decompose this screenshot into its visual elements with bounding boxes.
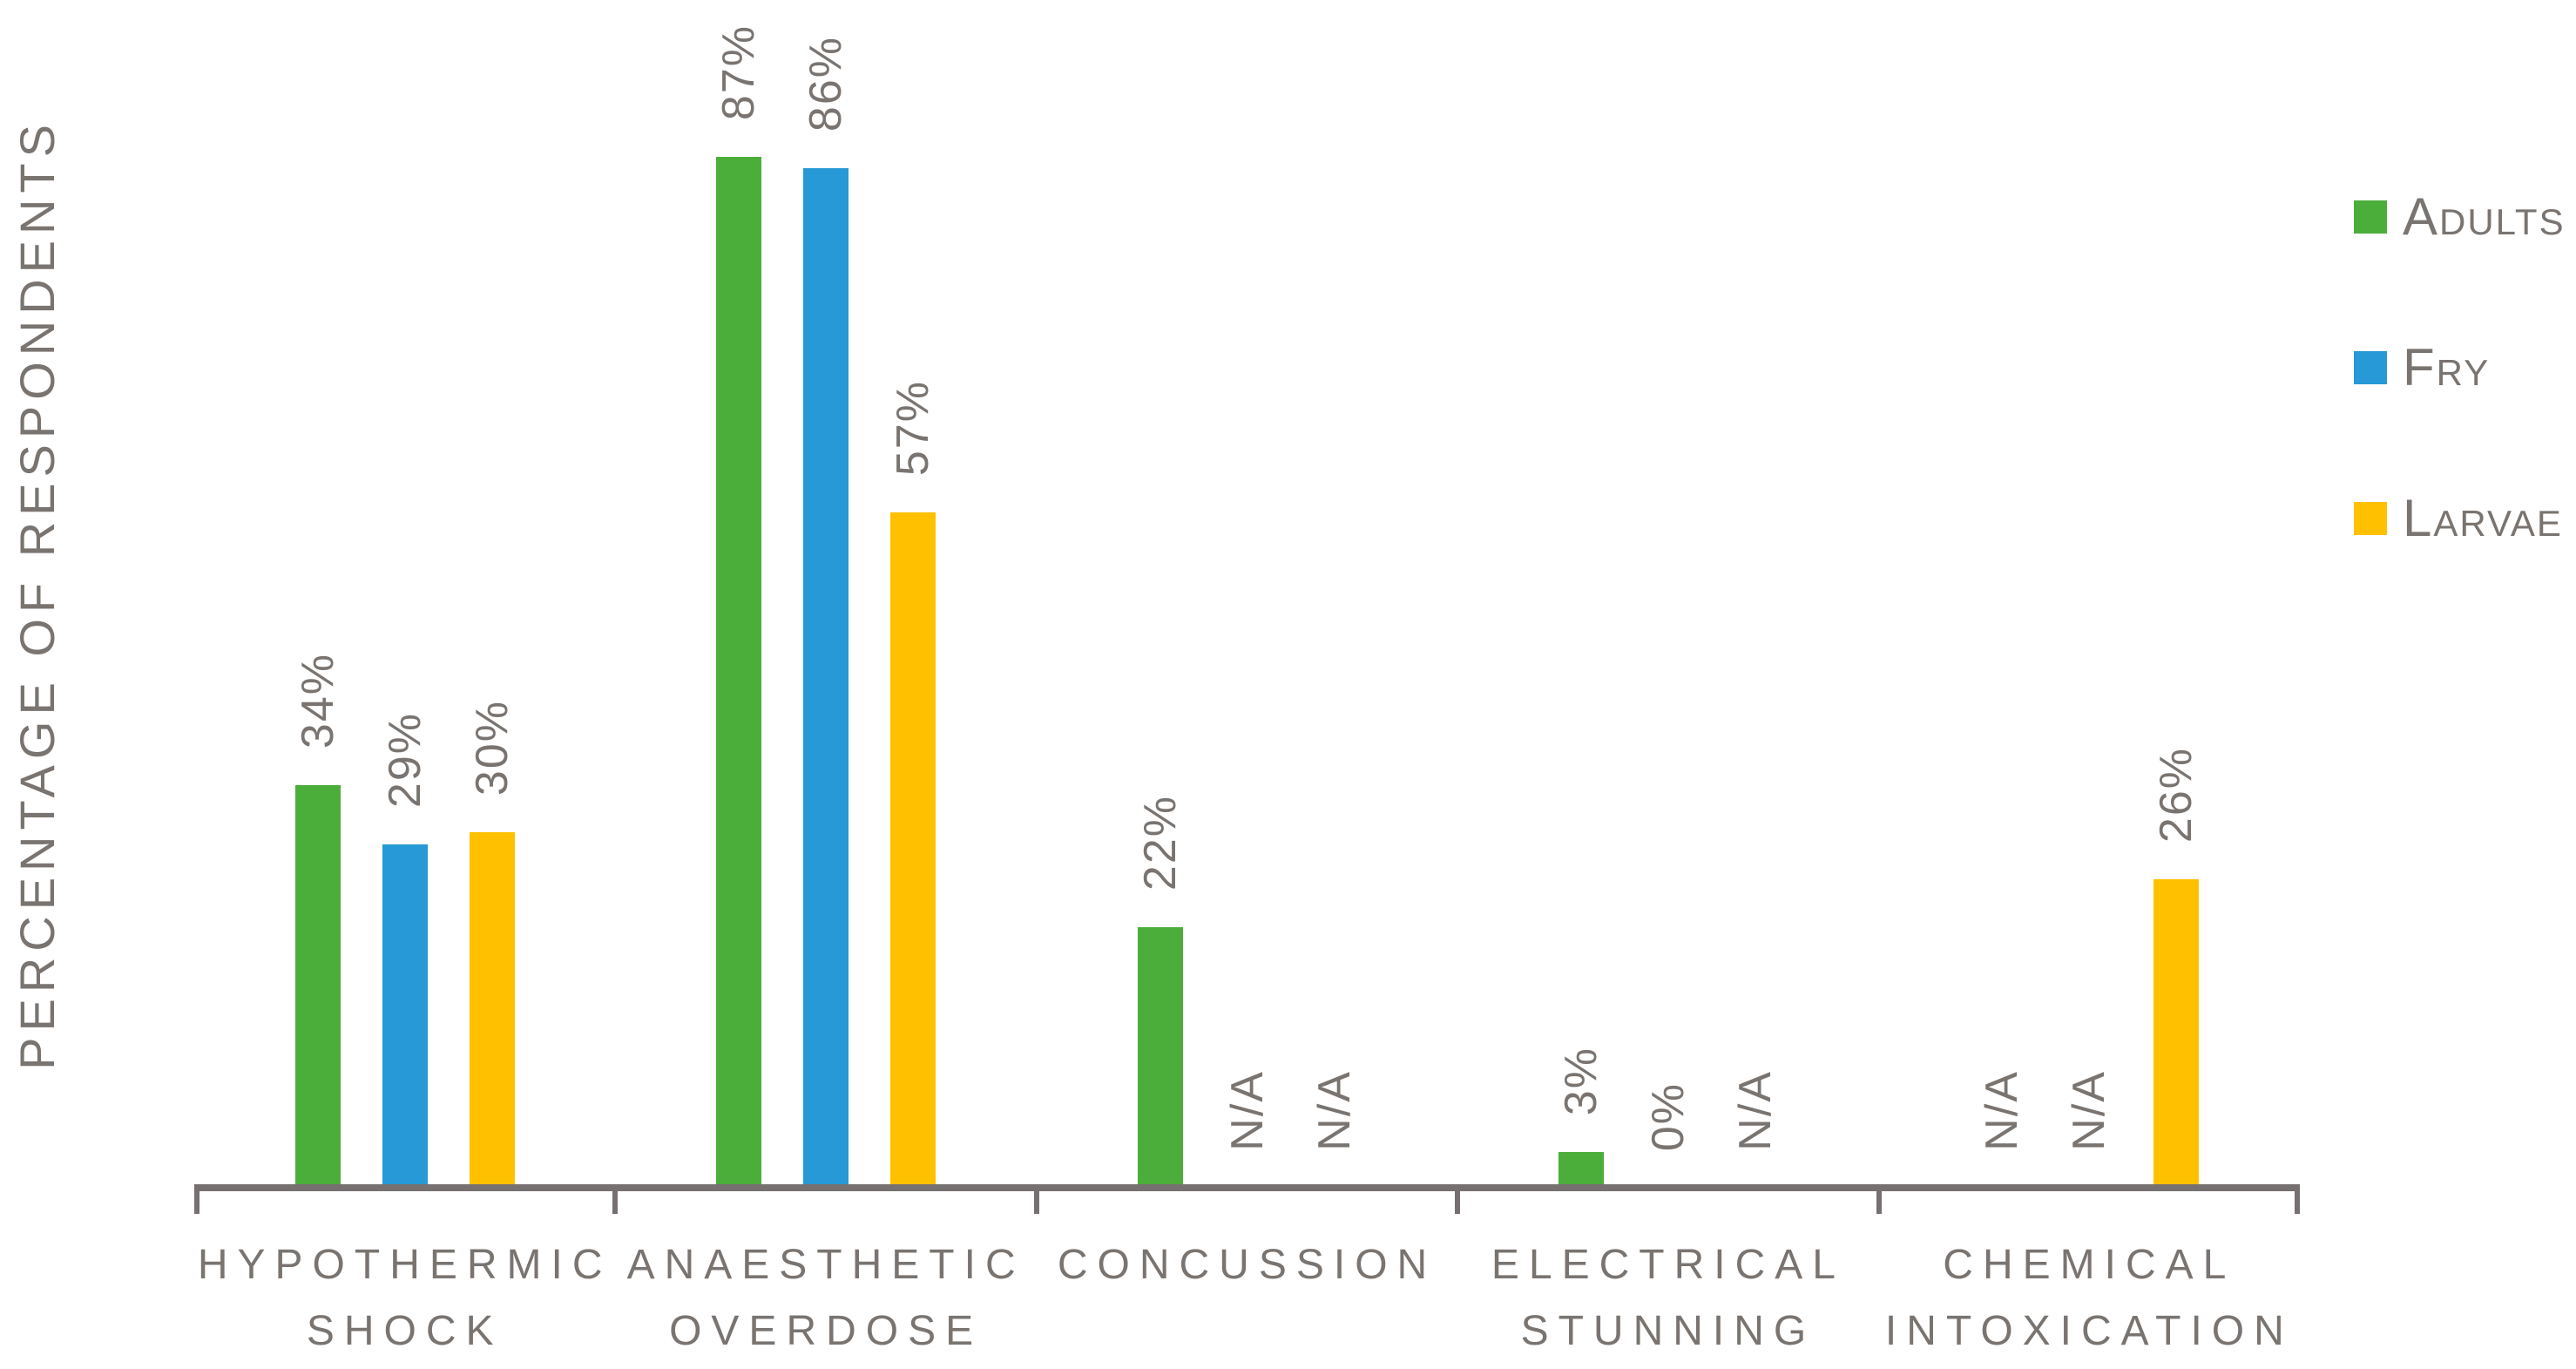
category-label-line: STUNNING [1520, 1308, 1816, 1354]
bar-fry [803, 168, 849, 1188]
category-label-line: SHOCK [306, 1308, 504, 1354]
legend-item-fry: Fry [2354, 337, 2566, 397]
bar-slot: N/A [1222, 0, 1273, 1188]
bar-value-label: 34% [292, 652, 343, 749]
legend: Adults Fry Larvae [2354, 186, 2566, 548]
bar-group-4: 3% 0% N/A [1457, 0, 1878, 1188]
legend-swatch [2354, 501, 2387, 535]
bar-group-2: 87% 86% 57% [615, 0, 1036, 1188]
bar-slot: N/A [1977, 0, 2028, 1188]
bar-adults [716, 156, 762, 1188]
x-axis-line [194, 1184, 2300, 1214]
bar-value-label: 87% [713, 24, 765, 120]
bar-value-label: 0% [1642, 1081, 1694, 1151]
bar-adults [294, 784, 341, 1188]
legend-label: Larvae [2403, 489, 2563, 547]
axis-tick [1455, 1191, 1461, 1214]
bar-adults [1137, 926, 1183, 1188]
bar-value-label: 3% [1555, 1047, 1606, 1116]
axis-tick [2295, 1191, 2300, 1214]
bar-slot: N/A [1309, 0, 1360, 1188]
bar-slot: 29% [379, 0, 430, 1188]
bar-slot: 86% [801, 0, 852, 1188]
x-axis-labels: HYPOTHERMIC SHOCK ANAESTHETIC OVERDOSE CONCU… [194, 1232, 2300, 1365]
bar-adults [1558, 1152, 1604, 1188]
legend-swatch [2354, 350, 2387, 384]
legend-label: Fry [2403, 338, 2491, 396]
bar-slot: 22% [1135, 0, 1186, 1188]
bar-slot: 34% [292, 0, 343, 1188]
category-label-line: HYPOTHERMIC [197, 1242, 612, 1288]
bar-larvae [469, 832, 515, 1188]
category-label-4: ELECTRICAL STUNNING [1457, 1232, 1878, 1365]
category-label-1: HYPOTHERMIC SHOCK [194, 1232, 615, 1365]
plot-area: 34% 29% 30% 87% 86% 57% 22% N/A N/A 3% 0% N/A N/A N/A… [194, 0, 2300, 1188]
bar-value-label: 30% [466, 699, 517, 796]
bar-value-label: N/A [1221, 1070, 1273, 1151]
bar-slot: 0% [1643, 0, 1694, 1188]
bar-slot: 3% [1555, 0, 1606, 1188]
axis-tick [194, 1191, 199, 1214]
legend-item-adults: Adults [2354, 186, 2566, 247]
category-label-2: ANAESTHETIC OVERDOSE [615, 1232, 1036, 1365]
category-label-line: ANAESTHETIC [626, 1242, 1025, 1288]
bar-fry [382, 844, 428, 1188]
axis-tick [1033, 1191, 1039, 1214]
bar-group-5: N/A N/A 26% [1879, 0, 2300, 1188]
y-axis-title: PERCENTAGE OF RESPONDENTS [10, 118, 64, 1070]
bar-larvae [890, 512, 936, 1188]
bar-value-label: 29% [379, 711, 430, 808]
bar-value-label: N/A [1729, 1070, 1781, 1151]
bar-group-1: 34% 29% 30% [194, 0, 615, 1188]
category-label-line: CHEMICAL [1943, 1242, 2236, 1288]
category-label-line: OVERDOSE [669, 1308, 984, 1354]
bar-value-label: 86% [801, 36, 852, 132]
bar-slot: 26% [2151, 0, 2202, 1188]
bar-slot: N/A [2064, 0, 2115, 1188]
bar-slot: 57% [888, 0, 939, 1188]
bar-value-label: 57% [888, 379, 939, 476]
y-axis-title-container: PERCENTAGE OF RESPONDENTS [9, 0, 65, 1188]
bar-larvae [2153, 879, 2200, 1188]
bar-slot: 87% [713, 0, 764, 1188]
bar-slot: N/A [1730, 0, 1781, 1188]
category-label-line: INTOXICATION [1884, 1308, 2294, 1354]
bar-value-label: 26% [2151, 747, 2202, 844]
bar-value-label: N/A [1308, 1070, 1360, 1151]
bar-slot: 30% [467, 0, 517, 1188]
legend-label: Adults [2403, 187, 2566, 246]
category-label-5: CHEMICAL INTOXICATION [1879, 1232, 2300, 1365]
bar-value-label: N/A [1977, 1070, 2028, 1151]
bar-value-label: N/A [2064, 1070, 2115, 1151]
category-label-line: CONCUSSION [1057, 1242, 1437, 1288]
bar-group-3: 22% N/A N/A [1037, 0, 1457, 1188]
category-label-line: ELECTRICAL [1491, 1242, 1845, 1288]
category-label-3: CONCUSSION [1037, 1232, 1457, 1365]
axis-tick [1876, 1191, 1882, 1214]
bar-value-label: 22% [1134, 794, 1186, 891]
axis-tick [612, 1191, 619, 1214]
legend-swatch [2354, 200, 2387, 234]
legend-item-larvae: Larvae [2354, 488, 2566, 548]
